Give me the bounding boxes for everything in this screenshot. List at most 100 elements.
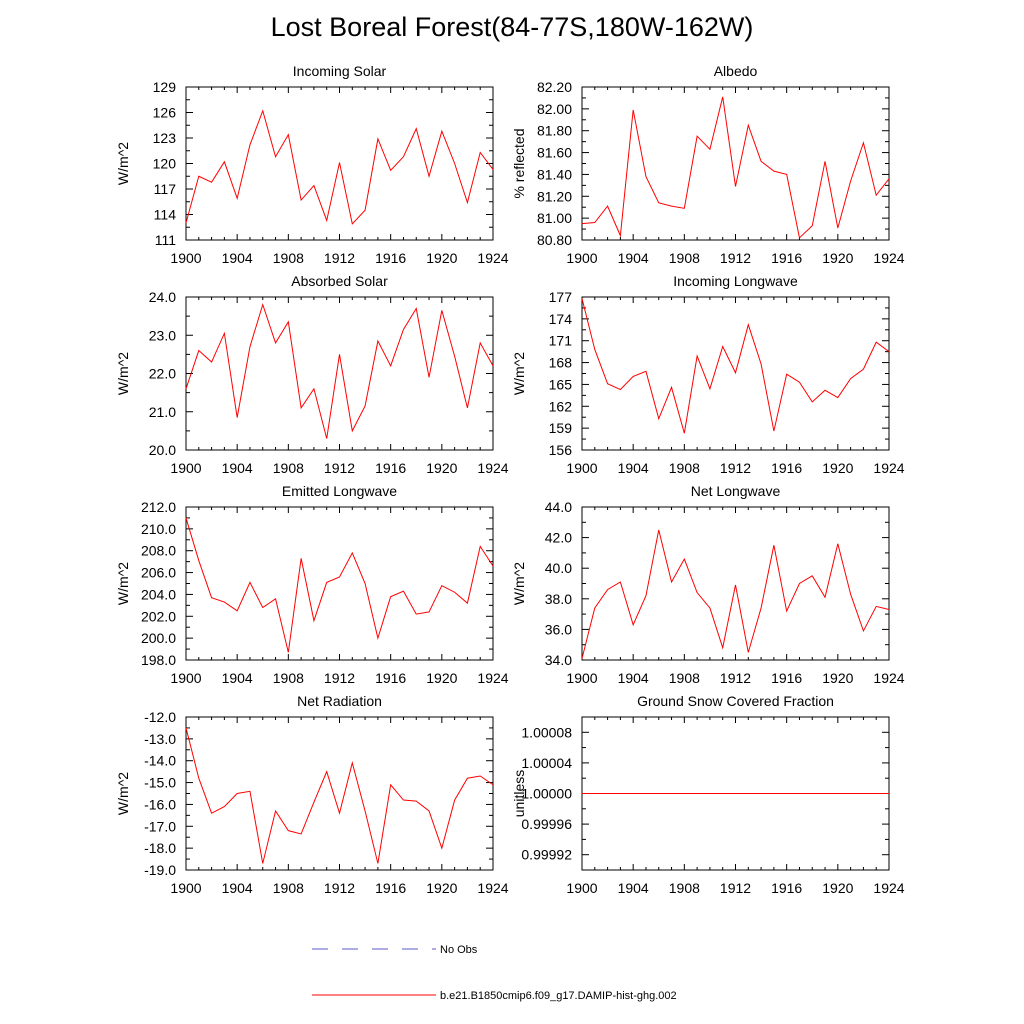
panel-title: Ground Snow Covered Fraction [637,693,834,709]
series-line [581,529,890,659]
x-tick-label: 1920 [822,460,853,476]
plot-frame [185,296,494,451]
x-tick-label: 1900 [566,460,597,476]
y-tick-label: 206.0 [141,565,176,581]
x-tick-label: 1904 [222,880,253,896]
x-tick-label: 1920 [426,670,457,686]
panel-title: Net Longwave [691,483,781,499]
x-tick-label: 1904 [618,460,649,476]
x-tick-label: 1908 [273,880,304,896]
y-tick-label: 1.00008 [521,724,572,740]
x-tick-label: 1904 [618,880,649,896]
y-axis-label: W/m^2 [115,142,131,185]
y-tick-label: 177 [549,289,573,305]
y-tick-label: 159 [549,420,573,436]
y-tick-label: 22.0 [149,366,176,382]
x-tick-label: 1908 [669,460,700,476]
y-tick-label: 44.0 [545,499,572,515]
x-tick-label: 1924 [873,460,904,476]
y-tick-label: 114 [154,207,177,223]
y-tick-label: 42.0 [545,530,572,546]
x-tick-label: 1900 [566,250,597,266]
x-tick-label: 1912 [324,670,355,686]
panel-title: Absorbed Solar [291,273,388,289]
y-axis-label: % reflected [511,128,527,198]
y-tick-label: 36.0 [545,621,572,637]
y-tick-label: 198.0 [141,652,176,668]
x-tick-label: 1924 [873,670,904,686]
chart-panel-1: Incoming Solar W/m^2 1900 1904 1908 1912 1916 1… [115,63,509,266]
x-tick-label: 1912 [324,250,355,266]
x-tick-label: 1916 [771,250,802,266]
y-tick-label: 81.20 [537,188,572,204]
panel-title: Albedo [714,63,758,79]
x-tick-label: 1912 [324,460,355,476]
x-tick-label: 1920 [822,880,853,896]
y-tick-label: 0.99992 [521,847,572,863]
x-tick-label: 1900 [170,880,201,896]
y-tick-label: 204.0 [141,586,176,602]
x-tick-label: 1916 [375,460,406,476]
y-tick-label: 165 [549,376,573,392]
y-tick-label: 202.0 [141,608,176,624]
x-tick-label: 1912 [720,250,751,266]
y-tick-label: 20.0 [149,442,176,458]
series-line [185,109,494,225]
y-tick-label: 162 [549,398,573,414]
x-tick-label: 1916 [771,880,802,896]
chart-panel-5: Emitted Longwave W/m^2 1900 1904 1908 1912 191… [115,483,509,686]
series-line [185,303,494,439]
x-tick-label: 1920 [822,250,853,266]
chart-panel-7: Net Radiation W/m^2 1900 1904 1908 1912 1916 19… [115,693,509,896]
x-tick-label: 1900 [566,880,597,896]
panel-title: Incoming Solar [293,63,387,79]
y-tick-label: 80.80 [537,232,572,248]
y-tick-label: -17.0 [144,818,176,834]
x-tick-label: 1916 [375,250,406,266]
y-tick-label: 0.99996 [521,816,572,832]
x-tick-label: 1900 [566,670,597,686]
x-tick-label: 1908 [273,460,304,476]
x-tick-label: 1924 [873,880,904,896]
y-tick-label: 171 [549,333,573,349]
x-tick-label: 1900 [170,670,201,686]
x-tick-label: 1904 [222,460,253,476]
chart-panel-3: Absorbed Solar W/m^2 1900 1904 1908 1912 1916 1… [115,273,509,476]
x-tick-label: 1924 [477,250,508,266]
y-tick-label: -15.0 [144,775,176,791]
x-tick-label: 1912 [324,880,355,896]
x-tick-label: 1916 [771,670,802,686]
series-line [185,517,494,653]
chart-panel-4: Incoming Longwave W/m^2 1900 1904 1908 1912 19… [511,273,905,476]
y-tick-label: 1.00004 [521,755,572,771]
x-tick-label: 1920 [426,250,457,266]
x-tick-label: 1920 [426,460,457,476]
x-tick-label: 1924 [477,670,508,686]
series-line [185,727,494,864]
y-tick-label: 200.0 [141,630,176,646]
y-tick-label: 123 [153,130,177,146]
x-tick-label: 1920 [426,880,457,896]
y-tick-label: -18.0 [144,840,176,856]
x-tick-label: 1908 [273,250,304,266]
panel-title: Net Radiation [297,693,382,709]
y-tick-label: -13.0 [144,731,176,747]
x-tick-label: 1900 [170,460,201,476]
x-tick-label: 1916 [375,670,406,686]
y-tick-label: 156 [549,442,573,458]
y-axis-label: W/m^2 [115,772,131,815]
y-tick-label: 120 [153,156,177,172]
series-line [581,298,890,434]
x-tick-label: 1920 [822,670,853,686]
y-tick-label: 82.20 [537,79,572,95]
plot-frame [185,506,494,661]
x-tick-label: 1904 [618,670,649,686]
x-tick-label: 1908 [273,670,304,686]
chart-panel-6: Net Longwave W/m^2 1900 1904 1908 1912 1916 192… [511,483,905,686]
chart-panel-2: Albedo % reflected 1900 1904 1908 1912 1916 192… [511,63,905,266]
y-tick-label: 21.0 [149,404,176,420]
y-axis-label: W/m^2 [115,562,131,605]
y-tick-label: 40.0 [545,560,572,576]
y-tick-label: 212.0 [141,499,176,515]
